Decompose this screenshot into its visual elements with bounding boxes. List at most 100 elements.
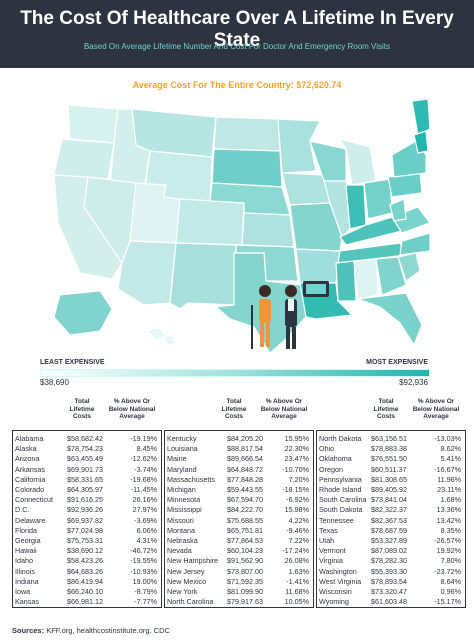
pct-vs-average: 27.97% <box>132 505 157 515</box>
state-name: New Hampshire <box>167 556 219 566</box>
sources-text: KFF.org, healthcostinstitute.org, CDC <box>46 626 171 635</box>
lifetime-cost: $73,320.47 <box>371 587 407 596</box>
lifetime-cost: $69,937.82 <box>67 515 103 525</box>
state-arkansas <box>295 248 341 284</box>
pct-vs-average: -3.74% <box>134 464 157 474</box>
state-name: Montana <box>167 525 195 535</box>
pct-vs-average: -3.69% <box>134 515 157 525</box>
pct-vs-average: -18.15% <box>282 485 309 494</box>
table-row: Massachusetts $77,848.28 7.20% <box>165 475 313 484</box>
table-row: Connecticut $91,616.25 26.16% <box>13 495 161 504</box>
pct-vs-average: 4.31% <box>136 536 157 545</box>
pct-vs-average: 19.00% <box>132 576 157 586</box>
state-maine <box>411 98 430 136</box>
max-cost-value: $92,936 <box>399 378 428 387</box>
table-row: D.C. $92,936.26 27.97% <box>13 505 161 514</box>
lifetime-cost: $86,419.94 <box>67 576 103 586</box>
table-row: Minnesota $67,594.70 -6.92% <box>165 495 313 504</box>
state-name: Connecticut <box>15 495 53 505</box>
lifetime-cost: $55,393.30 <box>371 566 407 576</box>
page-title: The Cost Of Healthcare Over A Lifetime I… <box>20 8 454 51</box>
state-name: Arkansas <box>15 464 45 474</box>
pct-vs-average: -11.45% <box>130 485 157 494</box>
lifetime-cost: $81,308.65 <box>371 474 407 484</box>
state-oregon <box>53 138 115 180</box>
column-header-cost: Total Lifetime Costs <box>221 398 247 420</box>
lifetime-cost: $78,893.54 <box>371 576 407 586</box>
table-row: Idaho $58,423.26 -19.55% <box>13 556 161 565</box>
pct-vs-average: 23.47% <box>284 454 309 464</box>
table-row: Kansas $66,981.12 -7.77% <box>13 597 161 606</box>
table-row: New York $81,099.90 11.68% <box>165 587 313 596</box>
pct-vs-average: -17.24% <box>282 546 309 556</box>
pct-vs-average: -1.41% <box>286 576 309 586</box>
lifetime-cost: $77,848.28 <box>227 474 263 484</box>
pct-vs-average: -7.77% <box>134 597 157 607</box>
state-alabama <box>353 258 379 300</box>
pct-vs-average: -10.70% <box>282 464 309 474</box>
lifetime-cost: $91,616.25 <box>67 495 103 505</box>
table-row: West Virginia $78,893.54 8.64% <box>317 577 465 586</box>
state-southcarolina <box>397 252 421 282</box>
pct-vs-average: -19.19% <box>130 434 157 443</box>
state-name: Wyoming <box>319 597 349 607</box>
pct-vs-average: 1.68% <box>440 495 461 505</box>
pct-vs-average: 6.06% <box>136 525 157 535</box>
column-header-cost: Total Lifetime Costs <box>373 398 399 420</box>
table-row: Nevada $60,104.23 -17.24% <box>165 546 313 555</box>
pct-vs-average: 13.36% <box>436 505 461 515</box>
us-choropleth-map <box>53 98 430 354</box>
lifetime-cost: $65,751.81 <box>227 525 263 535</box>
state-vermont-nh <box>413 130 429 154</box>
pct-vs-average: -15.17% <box>434 597 461 607</box>
lifetime-cost: $64,305.97 <box>67 485 103 494</box>
table-row: South Carolina $73,841.04 1.68% <box>317 495 465 504</box>
table-row: Maryland $64,848.72 -10.70% <box>165 465 313 474</box>
lifetime-cost: $63,156.51 <box>371 434 407 443</box>
pct-vs-average: 8.35% <box>440 525 461 535</box>
state-name: Minnesota <box>167 495 201 505</box>
table-row: Alaska $78,754.23 8.45% <box>13 444 161 453</box>
lifetime-cost: $89,666.54 <box>227 454 263 464</box>
sources-line: Sources: KFF.org, healthcostinstitute.or… <box>12 626 170 635</box>
table-row: North Dakota $63,156.51 -13.03% <box>317 434 465 443</box>
table-row: Delaware $69,937.82 -3.69% <box>13 516 161 525</box>
cost-gradient-bar <box>40 369 430 377</box>
lifetime-cost: $82,367.53 <box>371 515 407 525</box>
state-name: Georgia <box>15 536 41 545</box>
state-florida <box>357 292 423 347</box>
state-name: Maine <box>167 454 187 464</box>
average-cost-label: Average Cost For The Entire Country: $72… <box>132 80 342 90</box>
lifetime-cost: $78,883.38 <box>371 444 407 454</box>
lifetime-cost: $58,682.42 <box>67 434 103 443</box>
pct-vs-average: 15.95% <box>284 434 309 443</box>
pct-vs-average: 15.98% <box>284 505 309 515</box>
table-row: Florida $77,024.98 6.06% <box>13 526 161 535</box>
table-row: Missouri $75,688.55 4.22% <box>165 516 313 525</box>
table-row: Nebraska $77,864.53 7.22% <box>165 536 313 545</box>
pct-vs-average: 7.80% <box>440 556 461 566</box>
table-row: New Hampshire $91,562.90 26.08% <box>165 556 313 565</box>
state-alaska <box>53 290 113 336</box>
pct-vs-average: -12.62% <box>130 454 157 464</box>
table-row: Michigan $59,443.55 -18.15% <box>165 485 313 494</box>
lifetime-cost: $78,282.30 <box>371 556 407 566</box>
table-row: Indiana $86,419.94 19.00% <box>13 577 161 586</box>
state-kansas <box>241 212 295 248</box>
table-row: Arkansas $69,901.73 -3.74% <box>13 465 161 474</box>
state-name: Kansas <box>15 597 39 607</box>
state-cost-table: Total Lifetime Costs % Above Or Below Nat… <box>12 398 466 620</box>
pct-vs-average: -13.03% <box>434 434 461 443</box>
table-row: Kentucky $84,205.20 15.95% <box>165 434 313 443</box>
state-washington <box>67 104 119 144</box>
pct-vs-average: 10.05% <box>284 597 309 607</box>
state-name: South Dakota <box>319 505 363 515</box>
table-row: Rhode Island $89,405.92 23.11% <box>317 485 465 494</box>
lifetime-cost: $82,322.37 <box>371 505 407 515</box>
pct-vs-average: 8.45% <box>136 444 157 454</box>
table-row: Washington $55,393.30 -23.72% <box>317 567 465 576</box>
state-northcarolina <box>399 232 430 256</box>
table-row: Texas $78,687.59 8.35% <box>317 526 465 535</box>
pct-vs-average: -19.68% <box>130 474 157 484</box>
lifetime-cost: $78,754.23 <box>67 444 103 454</box>
